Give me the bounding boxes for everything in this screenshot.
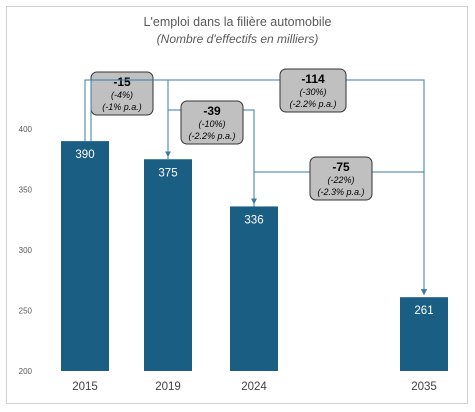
y-tick-label: 300	[19, 246, 33, 255]
value-label: 261	[414, 305, 433, 317]
change-percent: (-30%)	[299, 87, 326, 97]
change-rate: (-2.2% p.a.)	[289, 99, 336, 109]
change-delta: -75	[332, 160, 350, 174]
value-label: 375	[158, 167, 177, 179]
x-tick-label: 2035	[411, 381, 437, 393]
change-delta: -114	[301, 72, 325, 86]
bar-2015	[61, 141, 109, 371]
change-rate: (-2.3% p.a.)	[317, 187, 364, 197]
bar-2024	[230, 206, 278, 371]
change-box	[279, 68, 347, 113]
change-percent: (-4%)	[111, 90, 133, 100]
change-percent: (-10%)	[198, 119, 225, 129]
change-arrow	[90, 79, 427, 296]
y-tick-label: 350	[19, 186, 33, 195]
x-tick-label: 2015	[72, 381, 98, 393]
change-delta: -39	[203, 104, 221, 118]
chart-subtitle: (Nombre d'effectifs en milliers)	[156, 32, 319, 46]
y-tick-label: 250	[19, 307, 33, 316]
change-delta: -15	[113, 75, 131, 89]
bar-2035	[400, 297, 448, 371]
change-box	[309, 156, 373, 201]
change-percent: (-22%)	[327, 175, 354, 185]
value-label: 390	[75, 149, 94, 161]
bar-2019	[144, 159, 192, 371]
change-box	[180, 100, 244, 145]
x-tick-label: 2019	[155, 381, 181, 393]
value-label: 336	[244, 214, 263, 226]
y-tick-label: 400	[19, 125, 33, 134]
x-tick-label: 2024	[241, 381, 267, 393]
chart-title: L'emploi dans la filière automobile	[143, 15, 332, 29]
y-tick-label: 200	[19, 367, 33, 376]
change-rate: (-2.2% p.a.)	[188, 131, 235, 141]
change-rate: (-1% p.a.)	[102, 102, 142, 112]
